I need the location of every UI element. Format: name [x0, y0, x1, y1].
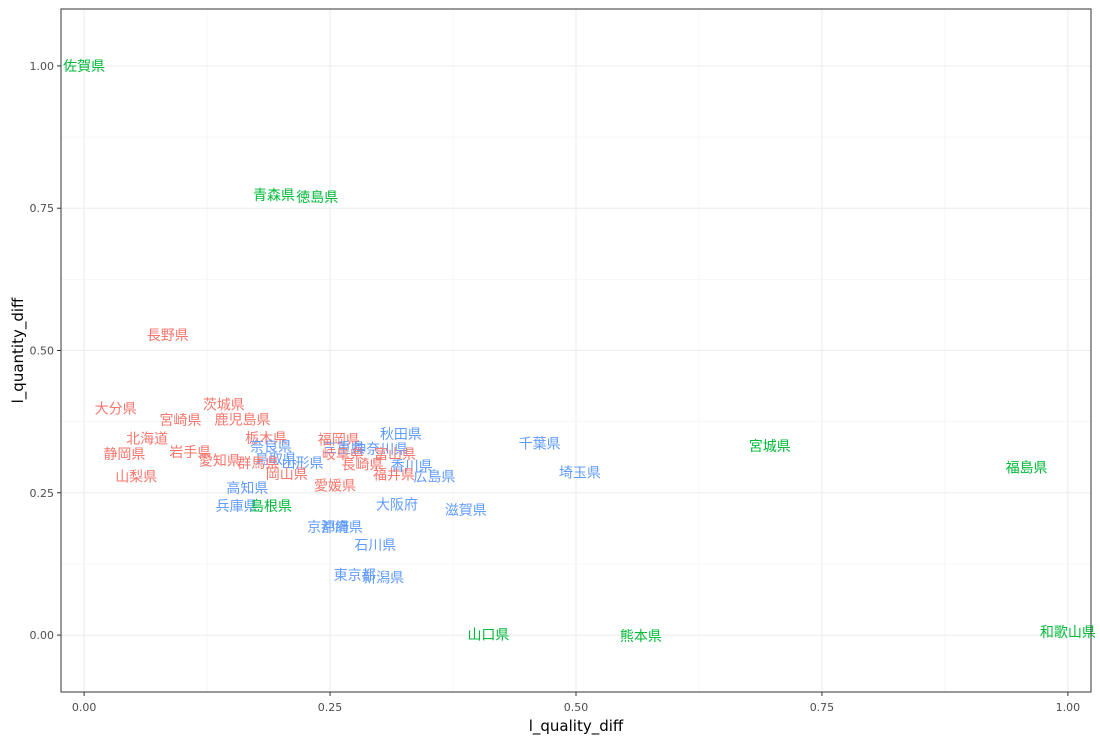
x-tick-label: 0.00	[72, 701, 97, 714]
point-label: 岡山県	[266, 467, 308, 483]
point-label: 栃木県	[245, 431, 287, 447]
point-label: 香川県	[391, 459, 433, 475]
point-label: 和歌山県	[1040, 625, 1096, 641]
point-label: 大分県	[95, 402, 137, 418]
x-axis-ticks: 0.00 0.25 0.50 0.75 1.00	[72, 692, 1080, 714]
y-tick-label: 0.50	[30, 345, 55, 358]
grid-major	[61, 9, 1091, 692]
point-label: 奈良県	[250, 440, 292, 456]
point-label: 埼玉県	[559, 465, 601, 481]
point-label: 鹿児島県	[215, 411, 271, 428]
y-axis-ticks: 0.00 0.25 0.50 0.75 1.00	[30, 60, 61, 642]
point-label: 宮城県	[749, 439, 791, 455]
point-label: 東京都	[334, 568, 376, 584]
point-label: 熊本県	[620, 629, 662, 645]
point-label: 青森県	[253, 188, 295, 204]
point-label: 愛媛県	[314, 478, 356, 494]
point-label: 長崎県	[342, 457, 384, 473]
x-tick-label: 0.50	[564, 701, 589, 714]
point-label: 秋田県	[380, 427, 422, 443]
point-label: 静岡県	[103, 447, 145, 463]
point-label: 福岡県	[318, 432, 360, 448]
point-label: 佐賀県	[63, 59, 105, 75]
point-label: 神奈川県	[352, 442, 408, 458]
y-tick-label: 0.75	[30, 202, 55, 215]
point-label: 大阪府	[376, 498, 418, 514]
point-label: 富山県	[374, 446, 416, 463]
point-label: 福井県	[373, 468, 415, 484]
point-label: 広島県	[413, 469, 455, 485]
point-label: 鳥取県	[255, 452, 297, 468]
x-axis-title: l_quality_diff	[529, 717, 624, 736]
point-label: 岐阜県	[322, 446, 364, 463]
point-label: 京都府	[307, 520, 349, 536]
point-label: 三重県	[323, 441, 365, 457]
point-label: 山形県	[282, 456, 324, 472]
point-label: 北海道	[126, 432, 168, 448]
point-label: 愛知県	[199, 452, 241, 469]
y-tick-label: 1.00	[30, 60, 55, 73]
point-label: 滋賀県	[445, 503, 487, 519]
point-label: 長野県	[147, 328, 189, 344]
point-label: 茨城県	[203, 398, 245, 414]
y-tick-label: 0.25	[30, 487, 55, 500]
x-tick-label: 0.25	[318, 701, 343, 714]
x-tick-label: 0.75	[810, 701, 835, 714]
point-label: 石川県	[354, 538, 396, 554]
point-label: 沖縄県	[321, 520, 363, 536]
point-label: 島根県	[250, 499, 292, 515]
point-label: 岩手県	[169, 445, 211, 461]
y-axis-title: l_quantity_diff	[9, 297, 28, 403]
point-label: 兵庫県	[216, 498, 258, 515]
point-label: 群馬県	[237, 456, 279, 472]
point-label: 徳島県	[296, 190, 338, 206]
point-label: 千葉県	[519, 436, 561, 452]
point-label: 福島県	[1006, 461, 1048, 477]
point-label: 宮崎県	[160, 413, 202, 429]
point-label: 新潟県	[362, 571, 404, 587]
y-tick-label: 0.00	[30, 629, 55, 642]
point-label: 山梨県	[115, 469, 157, 485]
point-label: 山口県	[467, 628, 509, 644]
point-label: 高知県	[226, 480, 268, 497]
x-tick-label: 1.00	[1056, 701, 1081, 714]
